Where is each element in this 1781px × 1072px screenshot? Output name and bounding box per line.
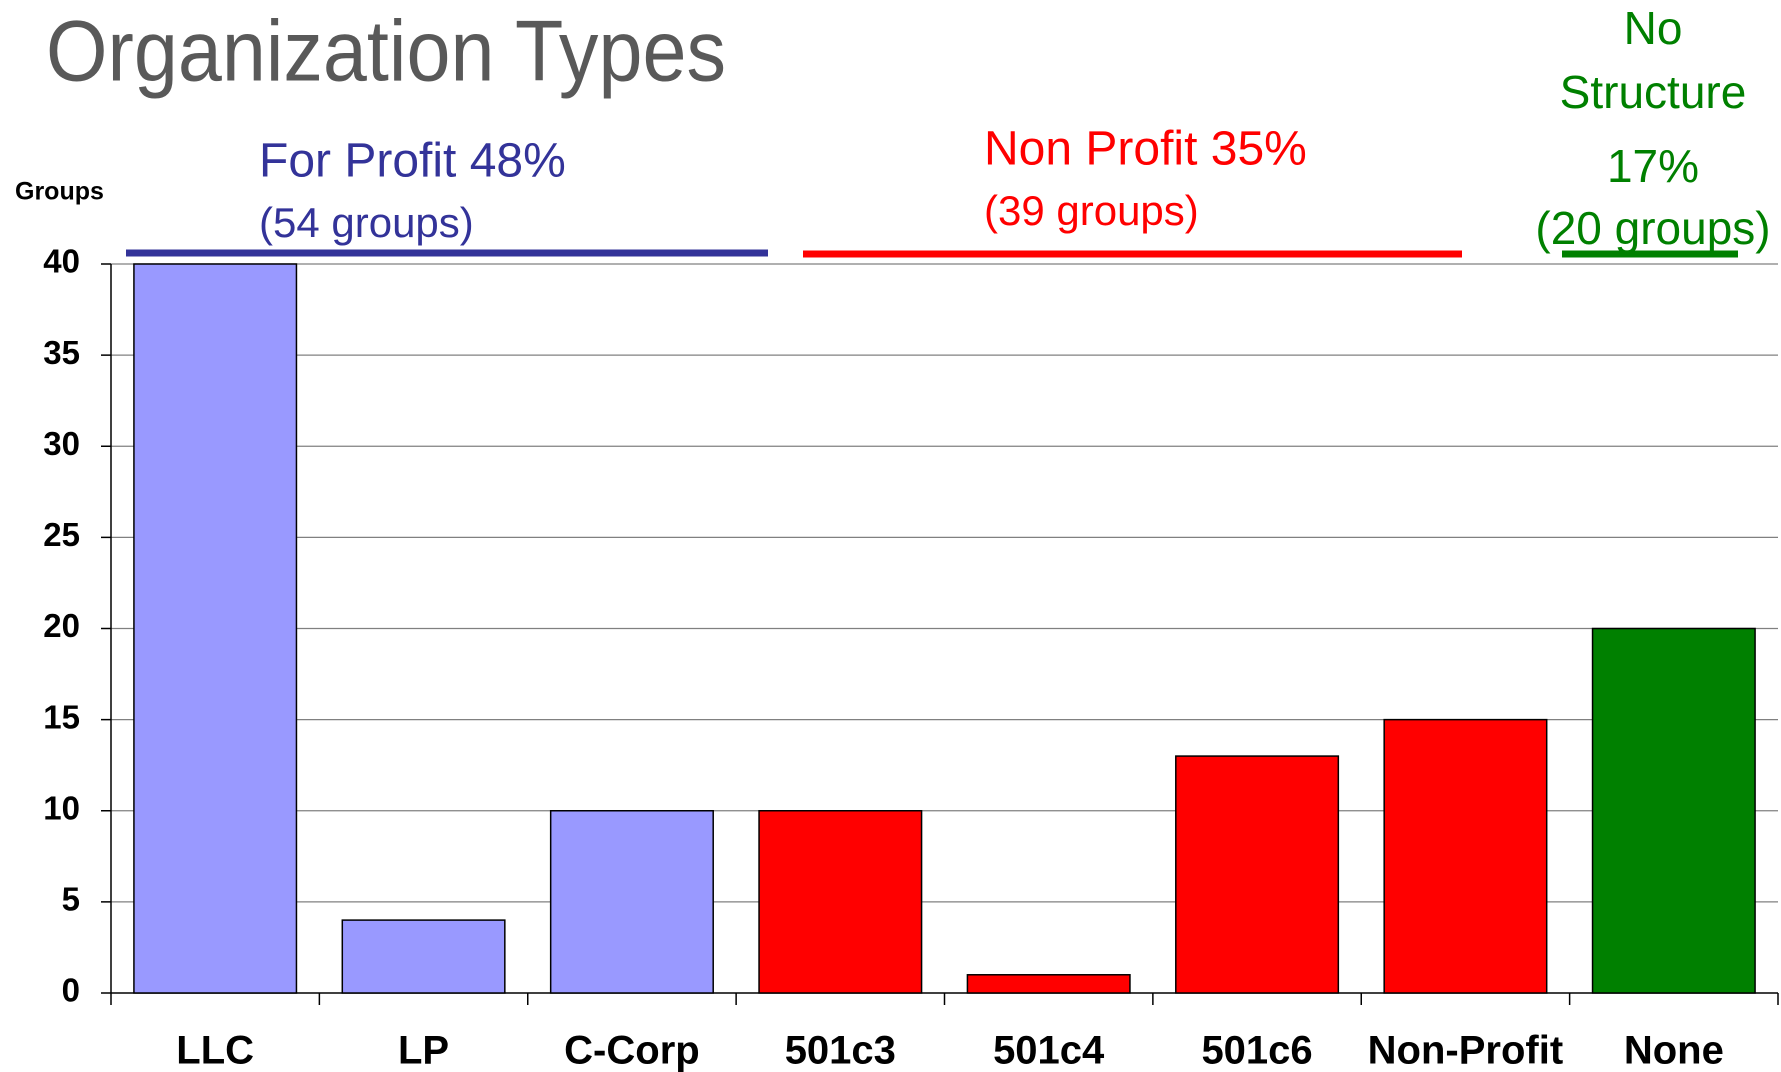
x-tick-label: 501c6 [1201,1029,1312,1072]
bar [1591,627,1756,994]
annotation-text: For Profit 48% [259,135,566,188]
y-tick-label: 25 [43,516,80,553]
x-tick-label: None [1624,1029,1724,1072]
y-tick-label: 35 [43,334,80,371]
y-tick-label: 0 [62,972,80,1009]
annotation-text: (39 groups) [984,187,1199,234]
y-tick-label: 30 [43,425,80,462]
y-tick-label: 10 [43,789,80,826]
bar [966,974,1131,994]
bar [133,263,298,994]
y-tick-label: 20 [43,607,80,644]
bar [341,919,506,994]
y-tick-label: 15 [43,698,80,735]
bar [758,810,923,994]
x-tick-label: C-Corp [564,1029,700,1072]
x-tick-label: Non-Profit [1368,1029,1564,1072]
bar [1383,718,1548,994]
annotation-text: Non Profit 35% [984,123,1307,176]
y-axis-label: Groups [15,178,104,206]
y-tick-label: 5 [62,881,80,918]
bar [1175,755,1340,994]
x-tick-label: LLC [176,1029,254,1072]
annotation-text: (54 groups) [259,199,474,246]
chart-title: Organization Types [46,4,726,100]
x-tick-label: 501c3 [785,1029,896,1072]
bar [549,810,714,994]
x-tick-label: LP [398,1029,449,1072]
annotation-text: (20 groups) [1535,202,1770,254]
annotation-text: No [1624,2,1683,54]
annotation-text: Structure [1560,66,1747,118]
x-tick-label: 501c4 [993,1029,1105,1072]
y-tick-label: 40 [43,243,80,280]
annotation-text: 17% [1607,140,1699,192]
